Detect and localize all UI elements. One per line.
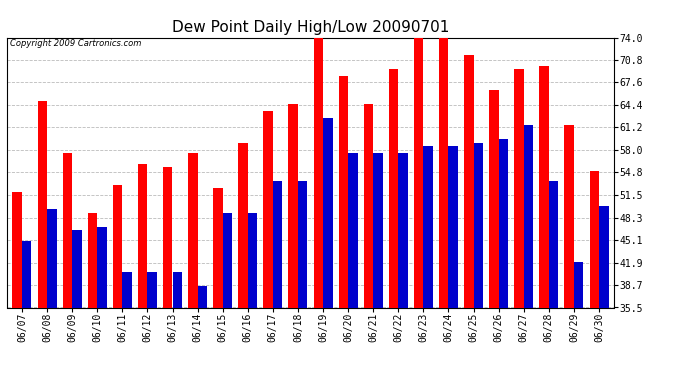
Bar [313, 38, 323, 375]
Bar [188, 153, 197, 375]
Bar [248, 213, 257, 375]
Title: Dew Point Daily High/Low 20090701: Dew Point Daily High/Low 20090701 [172, 20, 449, 35]
Text: Copyright 2009 Cartronics.com: Copyright 2009 Cartronics.com [10, 39, 141, 48]
Bar [273, 181, 282, 375]
Bar [197, 286, 207, 375]
Bar [298, 181, 308, 375]
Bar [148, 272, 157, 375]
Bar [122, 272, 132, 375]
Bar [414, 38, 424, 375]
Bar [88, 213, 97, 375]
Bar [138, 164, 148, 375]
Bar [524, 125, 533, 375]
Bar [97, 227, 107, 375]
Bar [238, 143, 248, 375]
Bar [439, 38, 449, 375]
Bar [112, 185, 122, 375]
Bar [398, 153, 408, 375]
Bar [499, 139, 509, 375]
Bar [589, 171, 599, 375]
Bar [540, 66, 549, 375]
Bar [288, 104, 298, 375]
Bar [37, 100, 47, 375]
Bar [574, 262, 584, 375]
Bar [364, 104, 373, 375]
Bar [323, 118, 333, 375]
Bar [63, 153, 72, 375]
Bar [264, 111, 273, 375]
Bar [464, 55, 473, 375]
Bar [213, 188, 223, 375]
Bar [373, 153, 383, 375]
Bar [339, 76, 348, 375]
Bar [564, 125, 574, 375]
Bar [22, 241, 32, 375]
Bar [489, 90, 499, 375]
Bar [599, 206, 609, 375]
Bar [223, 213, 233, 375]
Bar [47, 209, 57, 375]
Bar [514, 69, 524, 375]
Bar [473, 143, 483, 375]
Bar [172, 272, 182, 375]
Bar [72, 230, 81, 375]
Bar [448, 146, 458, 375]
Bar [388, 69, 398, 375]
Bar [348, 153, 357, 375]
Bar [549, 181, 558, 375]
Bar [12, 192, 22, 375]
Bar [163, 167, 172, 375]
Bar [424, 146, 433, 375]
